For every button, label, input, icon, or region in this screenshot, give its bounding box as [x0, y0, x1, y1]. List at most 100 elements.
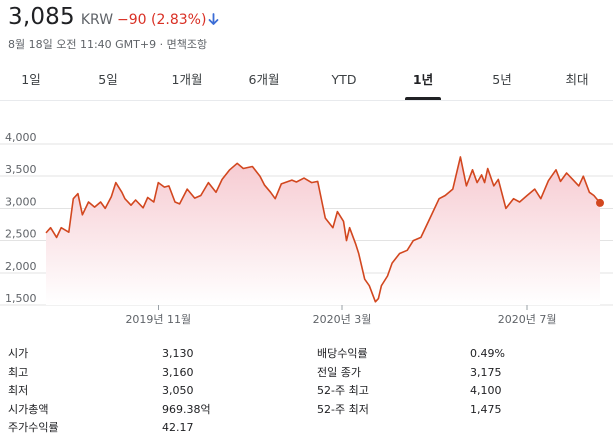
price-point [61, 227, 62, 228]
price-point [466, 185, 467, 186]
price-point [187, 189, 188, 190]
price-point [369, 285, 370, 286]
tab-5-day[interactable]: 5일 [98, 72, 118, 87]
price-point [252, 166, 253, 167]
stat-label: 전일 종가 [317, 365, 361, 379]
price-point [481, 174, 482, 175]
quote-timestamp: 8월 18일 오전 11:40 GMT+9 · 면책조항 [8, 38, 208, 51]
stat-row-prev-close: 전일 종가 3,175 [317, 364, 613, 383]
stat-value: 3,050 [162, 384, 194, 397]
y-axis-ticks: 1,500 2,000 2,500 3,000 3,500 4,000 [5, 131, 37, 305]
price-point [82, 214, 83, 215]
price-point [264, 185, 265, 186]
price-point [513, 198, 514, 199]
price-point [94, 207, 95, 208]
price-point [100, 201, 101, 202]
price-point [270, 192, 271, 193]
price-point [484, 182, 485, 183]
y-tick-label: 2,500 [5, 228, 37, 241]
price-point [540, 198, 541, 199]
price-point [222, 179, 223, 180]
stat-label: 최저 [8, 384, 29, 397]
stat-label: 시가 [8, 347, 29, 360]
price-point [498, 179, 499, 180]
last-price-dot [596, 198, 604, 207]
stat-row-open: 시가 3,130 [8, 345, 308, 364]
stat-value: 42.17 [162, 421, 194, 434]
price-point [158, 182, 159, 183]
stat-row-high: 최고 3,160 [8, 364, 308, 383]
price-point [358, 253, 359, 254]
tab-ytd[interactable]: YTD [331, 72, 357, 87]
price-point [472, 169, 473, 170]
tab-1-month[interactable]: 1개월 [171, 72, 203, 87]
price-point [527, 195, 528, 196]
stat-label: 52-주 최고 [317, 384, 369, 397]
x-axis-ticks: 2019년 11월 2020년 3월 2020년 7월 [125, 305, 557, 326]
price-point [519, 201, 520, 202]
price-point [174, 201, 175, 202]
x-tick-label: 2020년 3월 [313, 313, 372, 326]
y-tick-label: 3,500 [5, 163, 37, 176]
y-tick-label: 1,500 [5, 292, 37, 305]
price-point [115, 182, 116, 183]
price-point [343, 221, 344, 222]
price-point [135, 199, 136, 200]
stat-value: 3,160 [162, 365, 194, 379]
price-point [168, 185, 169, 186]
price-point [375, 301, 376, 302]
price-point [487, 168, 488, 169]
price-point [73, 198, 74, 199]
y-tick-label: 4,000 [5, 131, 37, 144]
stat-row-52w-low: 52-주 최저 1,475 [317, 401, 613, 420]
arrow-down-icon [208, 11, 219, 30]
stat-value: 3,130 [162, 347, 194, 360]
stat-row-52w-high: 52-주 최고 4,100 [317, 382, 613, 401]
price-point [56, 237, 57, 238]
tab-max[interactable]: 최대 [565, 72, 589, 87]
price-point [325, 218, 326, 219]
price-point [555, 169, 556, 170]
price-point [593, 195, 594, 196]
price-point [281, 183, 282, 184]
price-point [332, 227, 333, 228]
price-point [460, 156, 461, 157]
stat-row-low: 최저 3,050 [8, 382, 308, 401]
price-point [243, 168, 244, 169]
price-point [399, 253, 400, 254]
price-point [349, 227, 350, 228]
stat-value: 969.38억 [162, 402, 211, 416]
price-point [560, 181, 561, 182]
price-point [583, 176, 584, 177]
price-point [194, 198, 195, 199]
price-point [77, 193, 78, 194]
stat-value: 4,100 [470, 384, 502, 397]
x-tick-label: 2020년 7월 [498, 313, 557, 326]
price-point [215, 192, 216, 193]
price-point [445, 195, 446, 196]
stat-value: 3,175 [470, 365, 502, 379]
price-point [346, 240, 347, 241]
stat-value: 1,475 [470, 402, 502, 416]
tab-5-year[interactable]: 5년 [492, 72, 512, 87]
price-point [164, 187, 165, 188]
price-point [200, 195, 201, 196]
price-point [589, 192, 590, 193]
price-change: −90 (2.83%) [117, 12, 207, 28]
price-point [317, 181, 318, 182]
price-point [407, 250, 408, 251]
price-point [147, 197, 148, 198]
price-point [130, 205, 131, 206]
price-point [534, 189, 535, 190]
tab-1-year[interactable]: 1년 [393, 60, 453, 100]
price-chart: 2019년 11월 2020년 3월 2020년 7월 1,500 2,000 2,50… [0, 131, 613, 326]
range-tabs: 1일 5일 1개월 6개월 YTD 1년 5년 최대 [0, 60, 613, 101]
price-point [439, 198, 440, 199]
tab-6-month[interactable]: 6개월 [248, 72, 280, 87]
price-point [105, 208, 106, 209]
price-point [50, 227, 51, 228]
stat-row-pe-ratio: 주가수익률 42.17 [8, 419, 308, 438]
price-point [208, 182, 209, 183]
tab-1-day[interactable]: 1일 [21, 72, 41, 87]
stat-row-market-cap: 시가총액 969.38억 [8, 401, 308, 420]
